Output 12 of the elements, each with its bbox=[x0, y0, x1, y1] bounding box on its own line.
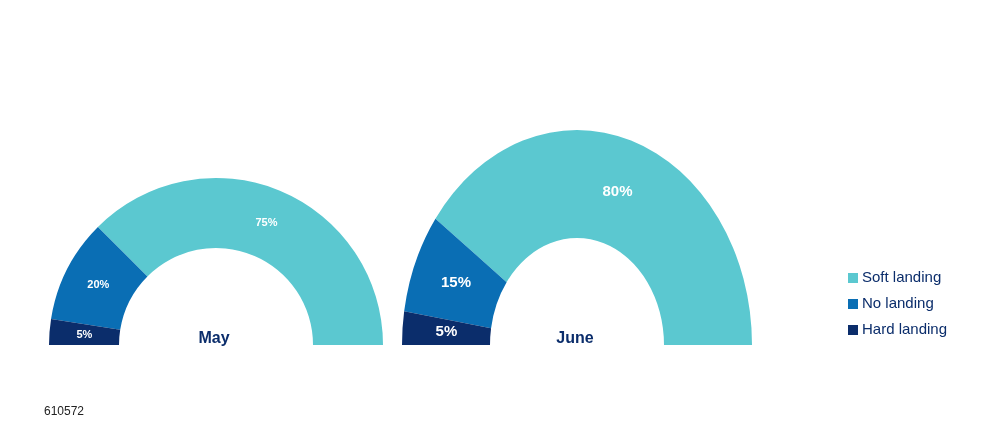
text: May bbox=[198, 329, 230, 346]
legend-label: Soft landing bbox=[862, 267, 942, 285]
data-label: 80% bbox=[602, 181, 633, 199]
text: 610572 bbox=[44, 404, 85, 418]
data-label: 75% bbox=[255, 215, 278, 228]
data-label: 5% bbox=[435, 322, 458, 340]
data-label: 5% bbox=[76, 327, 93, 340]
legend-label: No landing bbox=[862, 293, 934, 311]
text: June bbox=[556, 329, 594, 346]
data-label: 20% bbox=[87, 277, 110, 290]
data-label: 15% bbox=[440, 273, 471, 291]
legend-label: Hard landing bbox=[862, 319, 948, 337]
